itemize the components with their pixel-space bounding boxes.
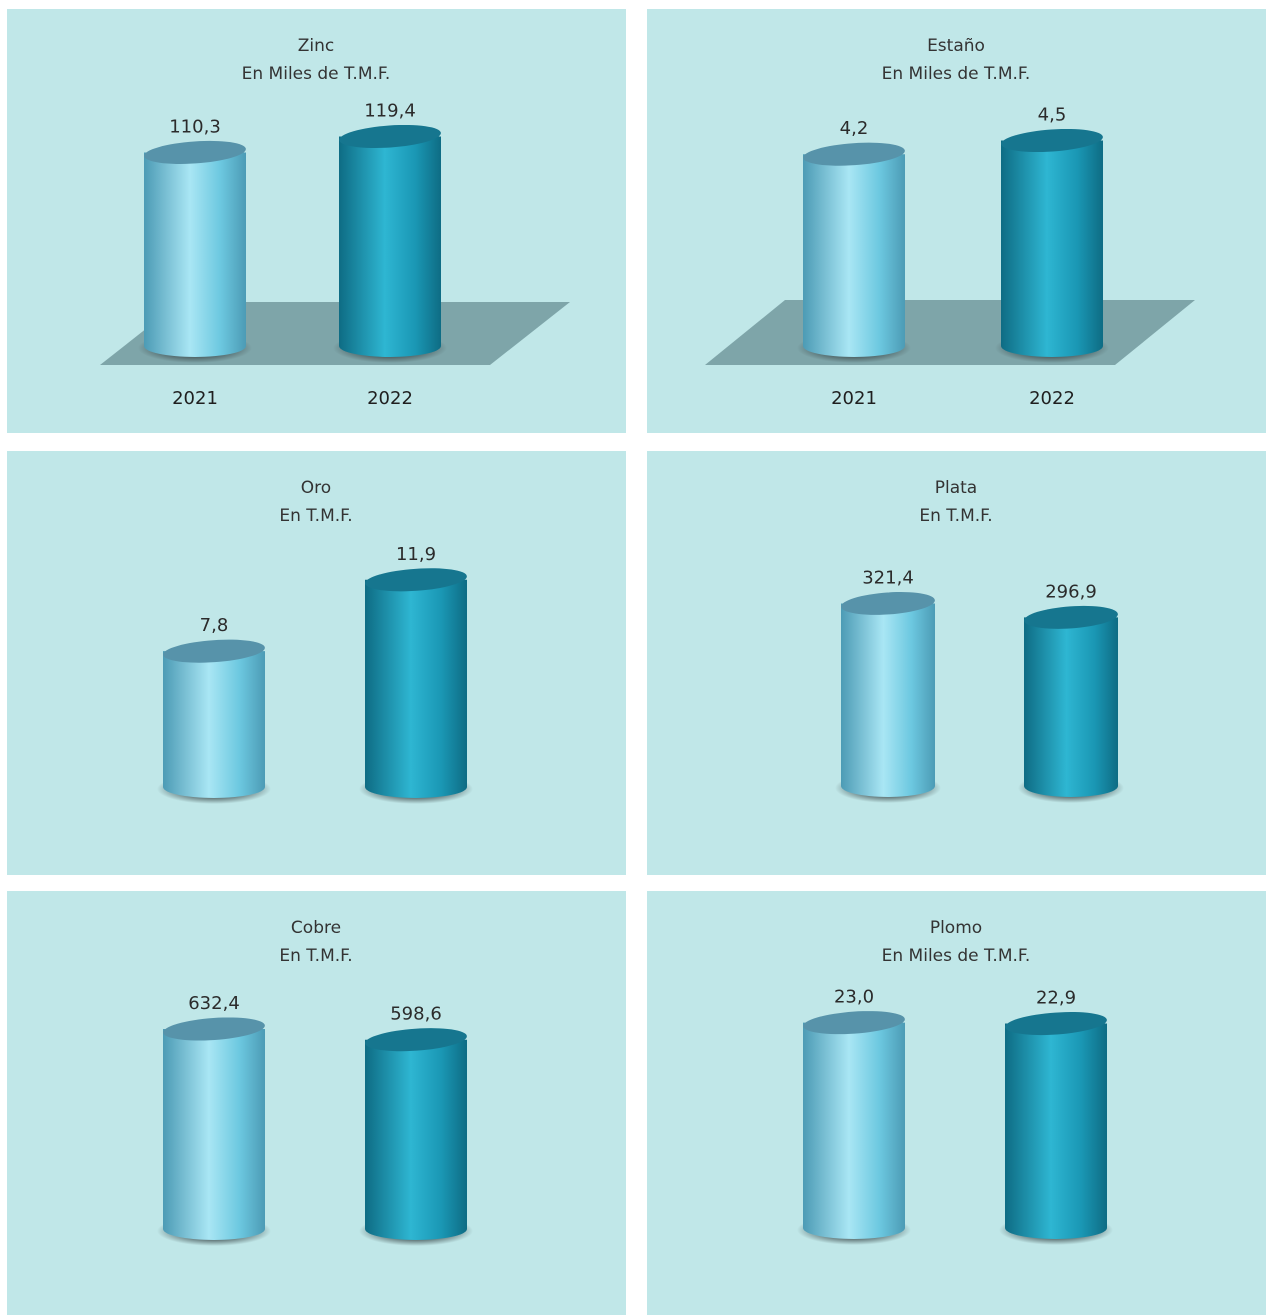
bar-top-2022 xyxy=(365,568,467,592)
bar-top-2021 xyxy=(841,592,935,615)
data-label-2021: 4,2 xyxy=(840,118,869,139)
data-label-2022: 119,4 xyxy=(364,100,416,121)
chart-subtitle: En Miles de T.M.F. xyxy=(242,64,391,84)
bar-top-2022 xyxy=(1024,605,1118,629)
bar-2021 xyxy=(803,1022,905,1239)
bar-top-2022 xyxy=(1001,128,1103,153)
data-label-2021: 23,0 xyxy=(834,987,874,1008)
chart-title: Cobre xyxy=(291,918,341,938)
bar-2021 xyxy=(144,152,246,357)
bar-top-2021 xyxy=(803,142,905,166)
bar-2022 xyxy=(1001,140,1103,357)
chart-subtitle: En Miles de T.M.F. xyxy=(882,64,1031,84)
bar-top-2021 xyxy=(163,639,265,663)
chart-title: Oro xyxy=(301,478,331,498)
category-label-2021: 2021 xyxy=(831,388,877,409)
chart-panel-zinc: Zinc En Miles de T.M.F. 110,3 2021 119,4 2022 xyxy=(7,9,626,433)
bar-top-2021 xyxy=(163,1017,265,1041)
category-label-2022: 2022 xyxy=(367,388,413,409)
bar-top-2022 xyxy=(339,124,441,149)
chart-title: Estaño xyxy=(927,36,985,56)
data-label-2022: 598,6 xyxy=(390,1004,442,1025)
bar-2021 xyxy=(841,603,935,797)
bar-top-2021 xyxy=(803,1011,905,1035)
bar-2021 xyxy=(163,651,265,798)
category-label-2022: 2022 xyxy=(1029,388,1075,409)
bar-2022 xyxy=(1024,617,1118,797)
bar-top-2021 xyxy=(144,140,246,164)
data-label-2021: 7,8 xyxy=(200,615,229,636)
chart-subtitle: En T.M.F. xyxy=(279,946,352,966)
chart-zinc: Zinc En Miles de T.M.F. 110,3 2021 119,4 2022 xyxy=(100,36,570,409)
bar-2021 xyxy=(163,1029,265,1240)
category-label-2021: 2021 xyxy=(172,388,218,409)
chart-title: Zinc xyxy=(298,36,335,56)
bar-top-2022 xyxy=(365,1028,467,1052)
bar-2022 xyxy=(365,1039,467,1240)
chart-subtitle: En T.M.F. xyxy=(919,506,992,526)
bar-2022 xyxy=(339,136,441,357)
data-label-2022: 296,9 xyxy=(1045,581,1097,602)
bar-2021 xyxy=(803,154,905,357)
data-label-2022: 11,9 xyxy=(396,544,436,565)
chart-floor xyxy=(705,300,1195,365)
chart-subtitle: En Miles de T.M.F. xyxy=(882,946,1031,966)
data-label-2021: 110,3 xyxy=(169,116,221,137)
bar-2022 xyxy=(365,579,467,798)
data-label-2021: 632,4 xyxy=(188,993,240,1014)
chart-title: Plomo xyxy=(930,918,982,938)
chart-subtitle: En T.M.F. xyxy=(279,506,352,526)
bar-top-2022 xyxy=(1005,1012,1107,1036)
bar-2022 xyxy=(1005,1023,1107,1239)
data-label-2022: 22,9 xyxy=(1036,988,1076,1009)
chart-estano: Estaño En Miles de T.M.F. 4,2 2021 4,5 2022 xyxy=(705,36,1195,409)
chart-panel-estano: Estaño En Miles de T.M.F. 4,2 2021 4,5 2022 xyxy=(647,9,1266,433)
data-label-2021: 321,4 xyxy=(862,567,914,588)
chart-title: Plata xyxy=(935,478,977,498)
data-label-2022: 4,5 xyxy=(1038,104,1067,125)
